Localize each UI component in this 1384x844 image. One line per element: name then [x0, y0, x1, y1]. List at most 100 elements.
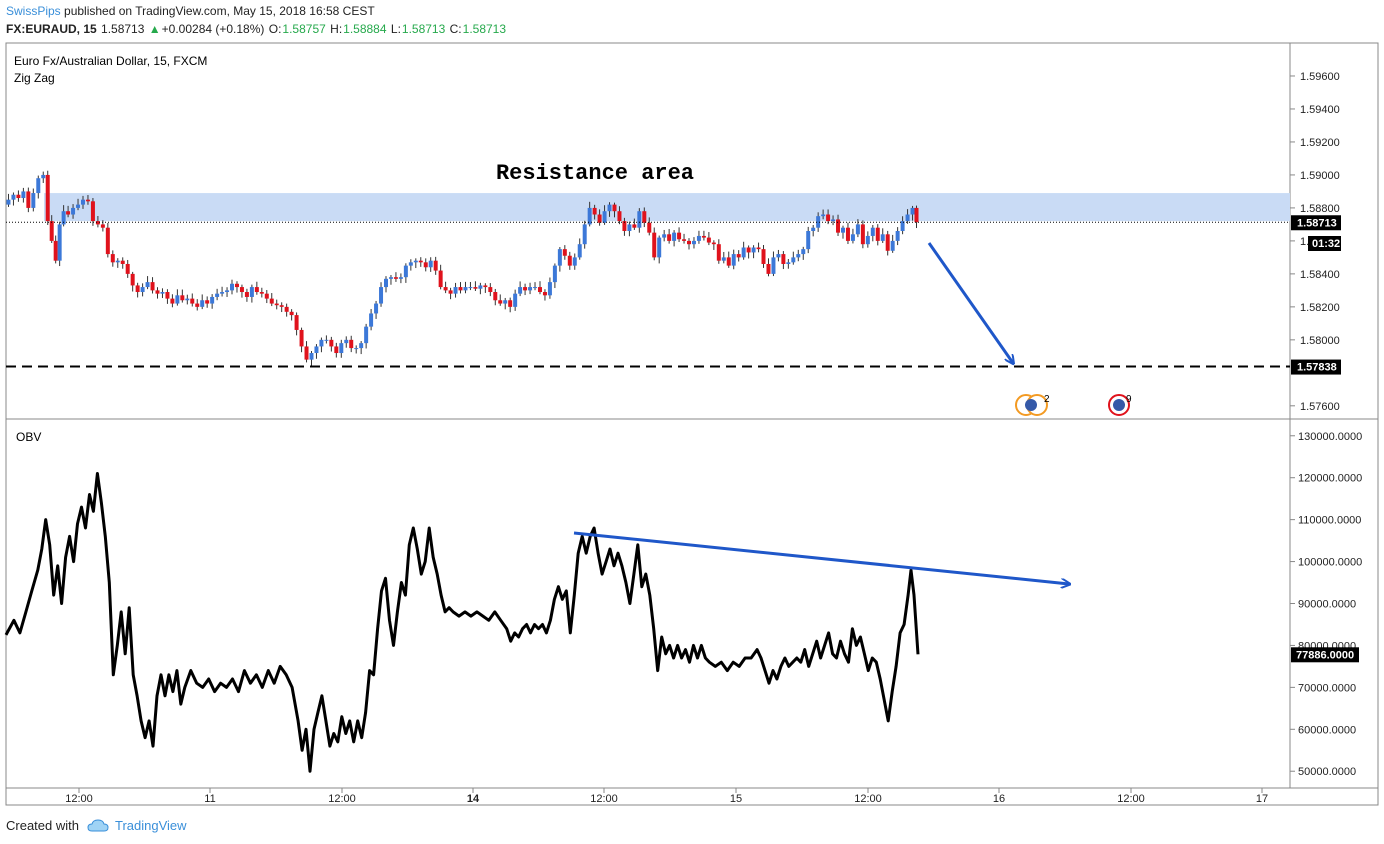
candle-body [438, 270, 443, 288]
candle-body [90, 201, 95, 222]
obv-tick-label: 110000.0000 [1298, 515, 1361, 527]
candle [875, 224, 880, 246]
obv-trendline-arrow[interactable] [573, 531, 1069, 584]
candle [850, 228, 855, 244]
candle-body [557, 249, 562, 266]
candle [741, 241, 746, 260]
obv-tick-label: 120000.0000 [1298, 473, 1362, 485]
support-tag-text: 1.57838 [1297, 362, 1337, 374]
candle-body [130, 273, 135, 286]
open-value: 1.58757 [282, 22, 326, 36]
candle-body [433, 260, 438, 271]
time-tick-label: 17 [1256, 793, 1268, 805]
price-tick-label: 1.58800 [1300, 203, 1340, 215]
candle-body [165, 292, 170, 299]
candle [61, 205, 66, 227]
candle-body [76, 204, 81, 208]
candle-body [726, 257, 731, 266]
candle-body [244, 292, 249, 297]
candle-body [533, 287, 538, 289]
high-label: H: [330, 22, 343, 36]
candle-body [215, 293, 220, 297]
candle-body [652, 232, 657, 258]
last-price-tag: 1.58713 [1291, 215, 1341, 231]
candle-body [413, 260, 418, 263]
candle-body [230, 283, 235, 291]
event-flag-icon-2[interactable]: 9 [1108, 394, 1132, 416]
candle-body [304, 346, 309, 360]
candle [602, 205, 607, 225]
candle [31, 188, 36, 212]
candle [870, 224, 875, 242]
candle [6, 193, 11, 207]
tradingview-brand-link[interactable]: TradingView [114, 818, 187, 833]
candle [771, 251, 776, 277]
candle [453, 282, 458, 298]
candle-body [448, 290, 453, 294]
candle-body [80, 199, 85, 205]
candle [721, 251, 726, 264]
candle-body [463, 287, 468, 291]
candle [756, 242, 761, 253]
candle [200, 294, 205, 310]
low-value: 1.58713 [401, 22, 446, 36]
candle-body [816, 216, 821, 228]
candle-body [860, 224, 865, 245]
price-tick-label: 1.59600 [1300, 71, 1340, 83]
down-arrow-price[interactable] [927, 242, 1013, 363]
candle [284, 303, 289, 317]
candle [49, 215, 54, 243]
author-link[interactable]: SwissPips [6, 4, 61, 18]
obv-axis-ticks: 130000.0000 120000.0000 110000.0000 100000.… [1290, 431, 1362, 778]
time-tick-label: 15 [730, 793, 742, 805]
candle-body [259, 292, 264, 294]
symbol-label[interactable]: FX:EURAUD, 15 [6, 22, 97, 36]
candle [26, 187, 31, 213]
candle [165, 289, 170, 304]
candle [115, 258, 120, 268]
candle-body [284, 306, 289, 312]
candle-body [264, 293, 269, 299]
candle [66, 205, 71, 218]
event2-count: 9 [1126, 394, 1132, 405]
last-price: 1.58713 [101, 22, 145, 36]
time-tick-label: 14 [467, 793, 480, 805]
candle [503, 297, 508, 310]
candle [259, 287, 264, 298]
candle [309, 350, 314, 366]
resistance-zone[interactable] [44, 193, 1290, 222]
candle-body [528, 287, 533, 291]
candle [130, 271, 135, 292]
candle-body [6, 199, 11, 205]
candle [473, 281, 478, 291]
candle-body [518, 287, 523, 294]
candle [359, 341, 364, 355]
price-tick-label: 1.57600 [1300, 401, 1340, 413]
candles-layer [6, 170, 919, 366]
candle-body [379, 287, 384, 304]
candle [210, 294, 215, 309]
candle-body [135, 285, 140, 293]
candle [592, 204, 597, 220]
candle-body [220, 292, 225, 294]
candle [845, 222, 850, 245]
candle-body [289, 311, 294, 316]
candle [45, 170, 50, 225]
candle [215, 288, 220, 301]
time-tick-label: 11 [204, 793, 215, 805]
candle [587, 201, 592, 227]
publish-info: SwissPips published on TradingView.com, … [6, 4, 375, 18]
resistance-annotation[interactable]: Resistance area [496, 161, 694, 186]
footer: Created with TradingView [6, 818, 187, 833]
candle [572, 253, 577, 270]
event-flag-icon[interactable]: 2 [1015, 394, 1050, 416]
candle-body [458, 287, 463, 291]
candle-body [632, 224, 637, 228]
candle-body [483, 285, 488, 288]
candle-body [418, 260, 423, 263]
candle [294, 312, 299, 336]
candle [205, 296, 210, 308]
candle [622, 217, 627, 236]
candle-body [140, 287, 145, 293]
